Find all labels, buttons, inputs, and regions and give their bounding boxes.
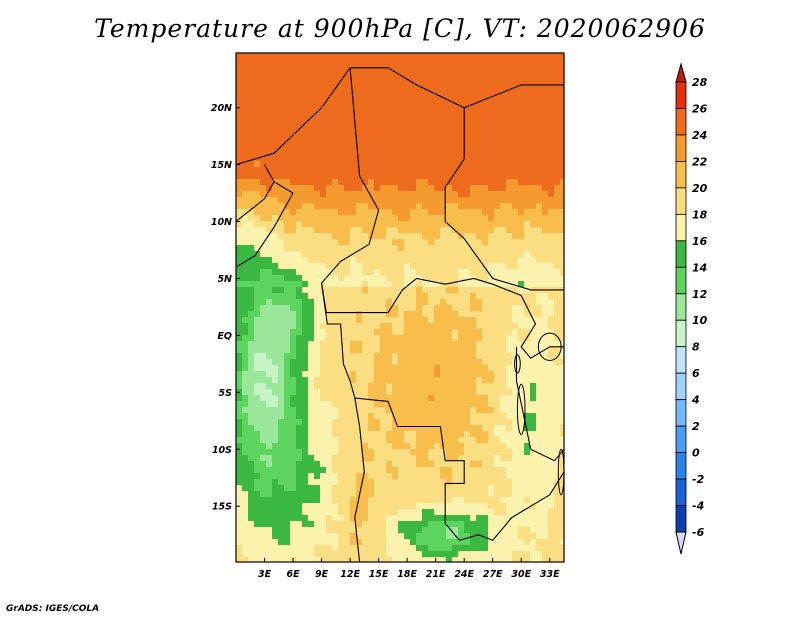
map-frame [235, 52, 565, 563]
colorbar-segment [675, 425, 687, 453]
y-tick-label: 5S [219, 388, 233, 399]
x-tick-label: 12E [340, 569, 360, 580]
colorbar-segment [675, 399, 687, 427]
colorbar-label: 10 [692, 314, 708, 327]
x-tick-label: 3E [258, 569, 272, 580]
colorbar-label: 18 [692, 208, 708, 221]
y-tick-label: 10N [211, 217, 232, 228]
temperature-field [236, 53, 564, 562]
colorbar-label: 2 [692, 420, 700, 433]
x-tick-label: 18E [397, 569, 417, 580]
country-borders [236, 67, 564, 562]
y-tick-label: 5N [217, 274, 232, 285]
colorbar-segment [675, 134, 687, 162]
x-tick-label: 24E [454, 569, 474, 580]
colorbar-segment [675, 266, 687, 295]
colorbar-segment [675, 346, 687, 374]
colorbar-label: 22 [692, 155, 708, 168]
colorbar-label: 0 [692, 447, 700, 460]
colorbar-label: 26 [692, 102, 708, 115]
colorbar-label: 28 [692, 76, 708, 89]
colorbar-segment [675, 293, 687, 321]
colorbar-segment [675, 478, 687, 506]
colorbar-label: 6 [692, 367, 700, 380]
x-tick-label: 21E [426, 569, 446, 580]
footer-credit: GrADS: IGES/COLA [6, 604, 100, 614]
y-tick-label: 10S [212, 445, 232, 456]
colorbar-segment [675, 452, 687, 480]
colorbar-segment [675, 319, 687, 348]
colorbar-segment [675, 240, 687, 268]
colorbar-label: 8 [692, 341, 700, 354]
y-tick-label: 15S [212, 502, 232, 513]
x-tick-label: 27E [483, 569, 503, 580]
colorbar-under-arrow [675, 531, 687, 555]
colorbar-label: -6 [692, 526, 705, 539]
y-tick-label: EQ [217, 331, 232, 342]
colorbar-segment [675, 505, 687, 533]
colorbar-segment [675, 81, 687, 109]
colorbar-label: 16 [692, 235, 708, 248]
colorbar-label: -4 [692, 500, 704, 513]
chart-title: Temperature at 900hPa [C], VT: 202006290… [94, 14, 706, 43]
colorbar-segment [675, 213, 687, 242]
x-tick-label: 30E [511, 569, 531, 580]
colorbar-label: 20 [692, 182, 708, 195]
x-tick-label: 6E [286, 569, 300, 580]
colorbar-label: -2 [692, 473, 705, 486]
y-tick-label: 20N [211, 103, 232, 114]
colorbar-segment [675, 372, 687, 401]
colorbar-segment [675, 187, 687, 215]
colorbar-segment [675, 108, 687, 136]
x-tick-label: 15E [369, 569, 389, 580]
colorbar-label: 24 [692, 129, 707, 142]
colorbar-label: 14 [692, 261, 707, 274]
y-tick-label: 15N [211, 160, 232, 171]
colorbar-segment [675, 161, 687, 189]
x-tick-label: 33E [540, 569, 560, 580]
colorbar-label: 4 [691, 394, 700, 407]
x-axis: 3E 6E 9E 12E 15E 18E 21E 24E 27E 30E 33E [258, 558, 560, 580]
y-axis: 20N 15N 10N 5N EQ 5S 10S 15S [211, 103, 240, 513]
colorbar-label: 12 [692, 288, 708, 301]
x-tick-label: 9E [315, 569, 329, 580]
colorbar-over-arrow [675, 62, 687, 83]
